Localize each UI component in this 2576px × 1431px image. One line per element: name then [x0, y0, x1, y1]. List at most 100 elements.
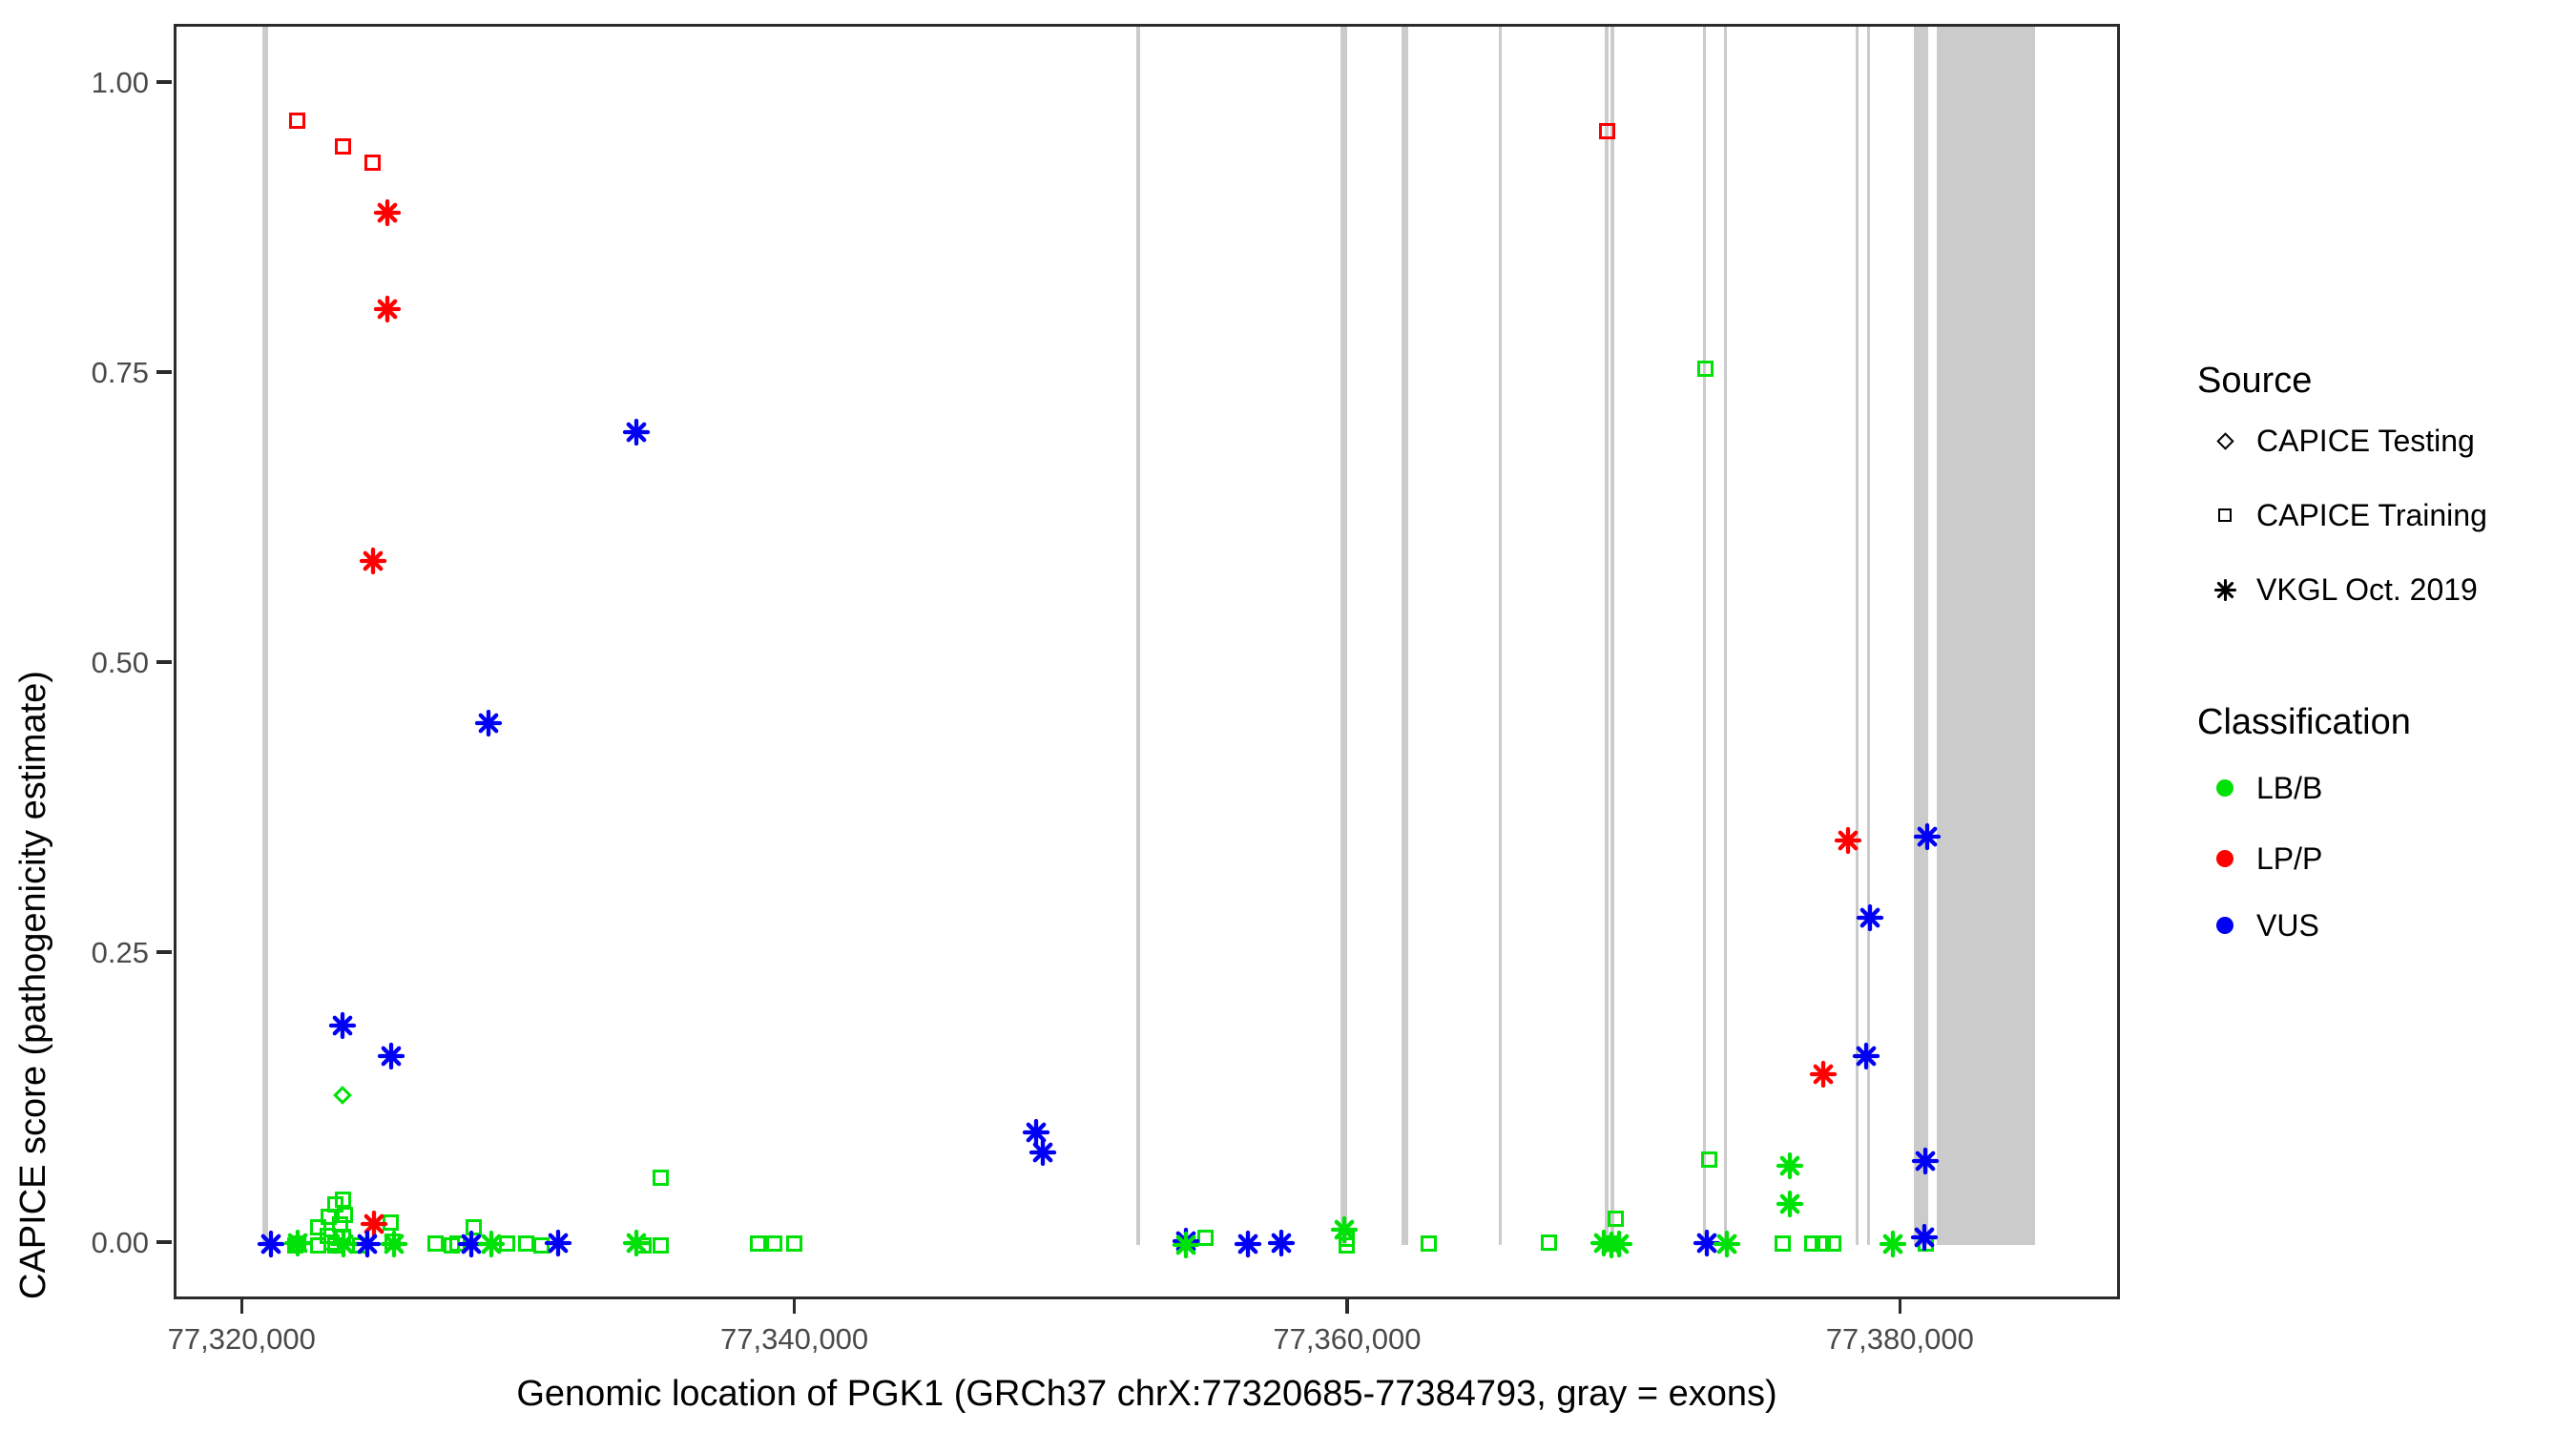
- legend-item-vus: VUS: [2197, 904, 2319, 946]
- data-point: [373, 198, 402, 232]
- data-point: [329, 1230, 358, 1263]
- data-point: [653, 1170, 669, 1187]
- exon-band: [1855, 27, 1859, 1246]
- x-tick-mark: [1898, 1299, 1902, 1314]
- data-point: [474, 709, 503, 742]
- data-point: [544, 1229, 572, 1262]
- asterisk-icon: [2197, 577, 2253, 603]
- legend-source-title: Source: [2197, 361, 2313, 401]
- data-point: [426, 1235, 444, 1253]
- data-point: [477, 1230, 506, 1263]
- data-point: [1607, 1210, 1624, 1227]
- legend-item-label: CAPICE Training: [2256, 497, 2487, 532]
- data-point: [1330, 1215, 1359, 1249]
- y-axis-title: CAPICE score (pathogenicity estimate): [13, 671, 53, 1299]
- data-point: [1776, 1151, 1804, 1185]
- data-point: [766, 1235, 783, 1253]
- data-point: [1696, 361, 1714, 378]
- data-point: [1834, 826, 1862, 860]
- data-point: [380, 1230, 408, 1263]
- data-point: [622, 418, 651, 451]
- data-point: [1824, 1235, 1841, 1253]
- data-point: [786, 1235, 803, 1253]
- data-point: [1028, 1138, 1057, 1172]
- data-point: [283, 1229, 312, 1262]
- data-point: [1713, 1230, 1741, 1263]
- data-point: [1420, 1235, 1437, 1253]
- x-tick-label: 77,380,000: [1825, 1322, 1974, 1356]
- red-dot-icon: [2197, 850, 2253, 867]
- data-point: [1172, 1231, 1200, 1264]
- data-point: [377, 1042, 405, 1075]
- x-tick-label: 77,340,000: [720, 1322, 869, 1356]
- data-point: [1267, 1229, 1296, 1262]
- data-point: [336, 1206, 353, 1223]
- legend-item-capice-testing: CAPICE Testing: [2197, 420, 2475, 462]
- data-point: [1701, 1151, 1717, 1168]
- legend-item-capice-training: CAPICE Training: [2197, 494, 2487, 536]
- x-tick-mark: [239, 1299, 243, 1314]
- legend-item-vkgl: VKGL Oct. 2019: [2197, 569, 2478, 611]
- data-point: [1809, 1060, 1838, 1093]
- y-tick-mark: [156, 950, 172, 954]
- data-point: [1913, 822, 1942, 856]
- data-point: [1856, 903, 1884, 937]
- data-point: [1693, 1229, 1721, 1262]
- data-point: [288, 113, 305, 130]
- legend-item-label: VUS: [2256, 907, 2319, 943]
- data-point: [1910, 1223, 1939, 1256]
- square-icon: [2197, 508, 2253, 522]
- data-point: [1911, 1147, 1940, 1180]
- data-point: [1605, 1230, 1633, 1263]
- legend-item-label: VKGL Oct. 2019: [2256, 571, 2478, 607]
- legend-item-label: LB/B: [2256, 770, 2323, 805]
- data-point: [1775, 1235, 1792, 1253]
- y-tick-mark: [156, 370, 172, 374]
- data-point: [257, 1230, 285, 1263]
- legend-item-label: CAPICE Testing: [2256, 423, 2475, 458]
- y-tick-label: 0.25: [91, 936, 149, 970]
- exon-band: [1136, 27, 1140, 1246]
- data-point: [1598, 123, 1615, 140]
- data-point: [335, 1192, 352, 1209]
- plot-panel: [174, 24, 2120, 1299]
- exon-band: [1936, 27, 2036, 1246]
- data-point: [1338, 1236, 1355, 1254]
- exon-band: [1340, 27, 1348, 1246]
- diamond-icon: [2197, 431, 2253, 450]
- exon-band: [1610, 27, 1615, 1246]
- x-tick-label: 77,360,000: [1273, 1322, 1422, 1356]
- x-axis-title: Genomic location of PGK1 (GRCh37 chrX:77…: [516, 1374, 1777, 1414]
- exon-band: [1605, 27, 1610, 1246]
- exon-band: [262, 27, 269, 1246]
- y-tick-label: 0.00: [91, 1226, 149, 1260]
- legend-item-lpp: LP/P: [2197, 838, 2322, 880]
- legend-item-lbb: LB/B: [2197, 767, 2322, 809]
- blue-dot-icon: [2197, 917, 2253, 934]
- data-point: [1815, 1235, 1832, 1253]
- data-point: [1022, 1118, 1050, 1151]
- exon-band: [1499, 27, 1503, 1246]
- data-point: [364, 155, 382, 172]
- data-point: [533, 1236, 551, 1254]
- data-point: [1879, 1230, 1907, 1263]
- data-point: [335, 137, 352, 155]
- data-point: [518, 1235, 535, 1253]
- data-point: [749, 1235, 766, 1253]
- y-tick-label: 1.00: [91, 66, 149, 100]
- exon-band: [1724, 27, 1728, 1246]
- green-dot-icon: [2197, 779, 2253, 797]
- y-tick-mark: [156, 660, 172, 664]
- legend-item-label: LP/P: [2256, 840, 2323, 876]
- exon-band: [1401, 27, 1408, 1246]
- data-point: [1776, 1190, 1804, 1223]
- data-point: [1234, 1230, 1262, 1263]
- y-tick-label: 0.75: [91, 356, 149, 390]
- data-point: [353, 1230, 382, 1263]
- exon-band: [1703, 27, 1707, 1246]
- exon-band: [1913, 27, 1929, 1246]
- data-point: [359, 547, 387, 580]
- y-tick-mark: [156, 1240, 172, 1244]
- x-tick-mark: [792, 1299, 797, 1314]
- data-point: [373, 295, 402, 328]
